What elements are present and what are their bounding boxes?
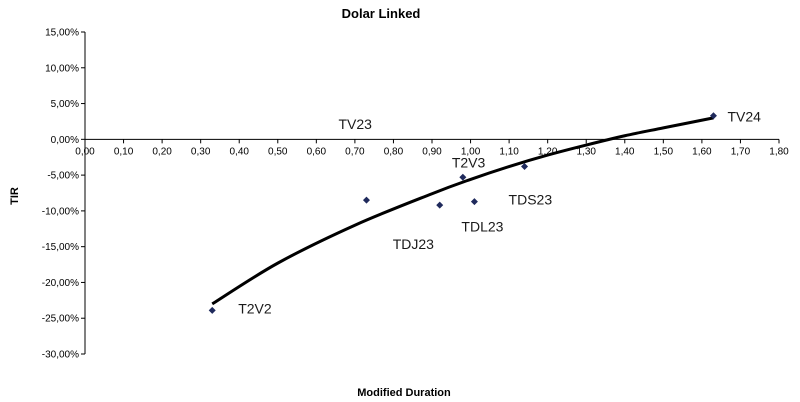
data-point-marker: [436, 201, 444, 209]
data-point-marker: [521, 163, 529, 171]
data-point-label: TV24: [727, 109, 761, 125]
y-tick-label: -15,00%: [42, 242, 79, 253]
chart-title: Dolar Linked: [342, 6, 421, 21]
y-tick-label: -30,00%: [42, 350, 79, 361]
y-tick-label: 0,00%: [51, 135, 79, 146]
x-tick-label: 0,20: [152, 146, 172, 157]
x-axis-title: Modified Duration: [357, 387, 451, 399]
data-point-label: TV23: [338, 116, 372, 132]
data-point-label: TDJ23: [393, 236, 434, 252]
x-tick-label: 0,50: [268, 146, 288, 157]
x-tick-label: 0,10: [114, 146, 134, 157]
data-point-label: T2V3: [452, 154, 486, 170]
x-tick-label: 1,50: [654, 146, 674, 157]
x-tick-label: 1,20: [538, 146, 558, 157]
data-point-marker: [459, 173, 467, 181]
x-tick-label: 0,90: [422, 146, 442, 157]
x-tick-label: 1,30: [576, 146, 596, 157]
x-tick-label: 0,60: [307, 146, 327, 157]
x-tick-label: 1,00: [461, 146, 481, 157]
y-tick-label: 10,00%: [45, 63, 79, 74]
y-tick-label: -20,00%: [42, 278, 79, 289]
x-tick-label: 0,00: [75, 146, 95, 157]
data-point-label: T2V2: [238, 300, 272, 316]
trendline: [211, 116, 714, 306]
data-point-marker: [470, 198, 478, 206]
data-point-marker: [709, 112, 717, 120]
y-tick-label: -10,00%: [42, 206, 79, 217]
data-point-marker: [362, 196, 370, 204]
data-point-marker: [208, 306, 216, 314]
y-tick-label: -5,00%: [47, 171, 79, 182]
x-tick-label: 0,30: [191, 146, 211, 157]
x-tick-label: 1,70: [731, 146, 751, 157]
y-tick-label: -25,00%: [42, 314, 79, 325]
y-tick-label: 15,00%: [45, 28, 79, 39]
x-tick-label: 1,40: [615, 146, 635, 157]
x-tick-label: 1,80: [769, 146, 789, 157]
x-tick-label: 1,10: [499, 146, 519, 157]
x-tick-label: 0,70: [345, 146, 365, 157]
y-tick-label: 5,00%: [51, 99, 79, 110]
data-point-label: TDS23: [509, 192, 553, 208]
x-tick-label: 0,40: [229, 146, 249, 157]
x-tick-label: 0,80: [384, 146, 404, 157]
y-axis-title: TIR: [9, 187, 21, 205]
data-point-label: TDL23: [461, 219, 503, 235]
x-tick-label: 1,60: [692, 146, 712, 157]
